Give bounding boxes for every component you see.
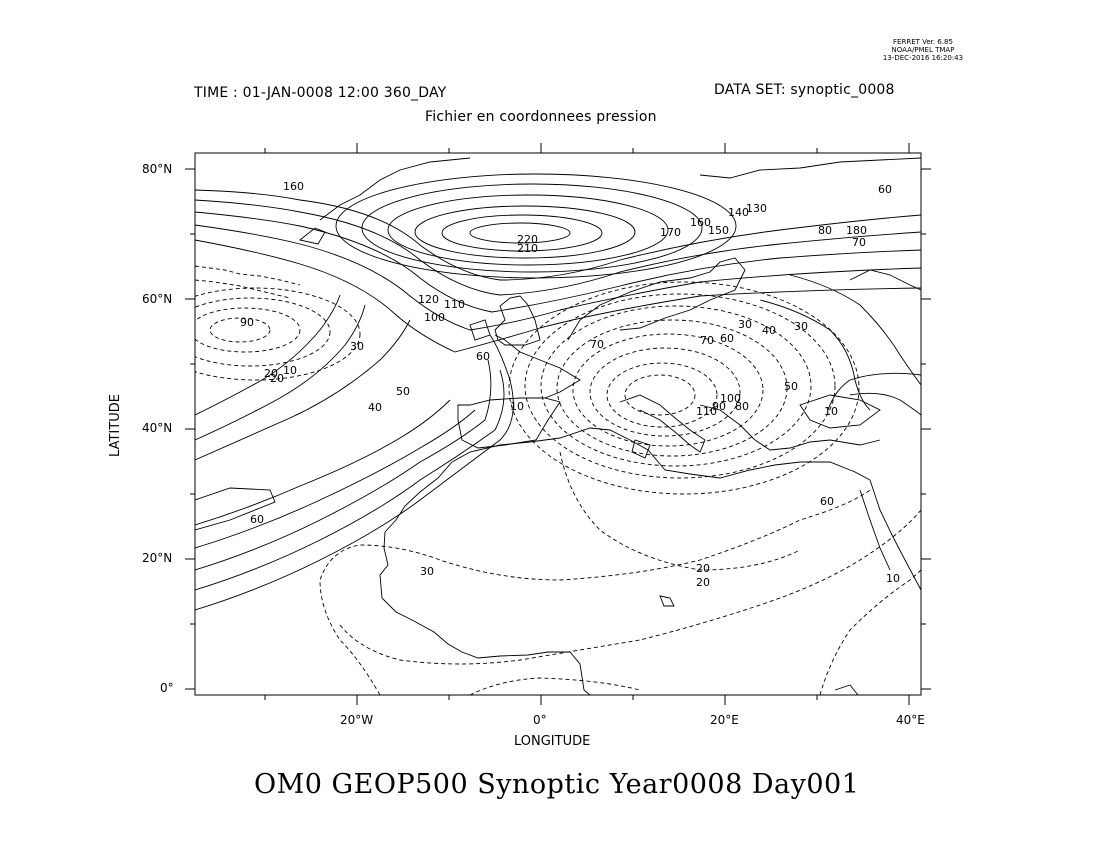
lat-tick-label: 60°N [142, 292, 173, 306]
contour-label: 210 [517, 242, 538, 255]
lon-tick-label: 0° [533, 713, 547, 727]
contour-label: 70 [852, 236, 866, 249]
coastlines [298, 157, 921, 695]
contour-label: 130 [746, 202, 767, 215]
lat-tick-label: 0° [160, 681, 174, 695]
ferret-version: FERRET Ver. 6.85 [893, 38, 953, 46]
contour-label: 90 [240, 316, 254, 329]
contour-label: 40 [368, 401, 382, 414]
lat-tick-label: 80°N [142, 162, 173, 176]
lon-tick-label: 20°W [340, 713, 374, 727]
contour-label: 30 [350, 340, 364, 353]
ferret-org: NOAA/PMEL TMAP [891, 46, 955, 54]
x-axis-label: LONGITUDE [514, 734, 591, 749]
contour-label: 30 [738, 318, 752, 331]
contour-label: 10 [886, 572, 900, 585]
contour-label: 160 [690, 216, 711, 229]
contour-label: 220 [517, 233, 538, 246]
contour-label: 120 [418, 293, 439, 306]
contour-label: 90 [712, 400, 726, 413]
contour-label: 80 [735, 400, 749, 413]
contour-label: 110 [696, 405, 717, 418]
contour-label: 180 [846, 224, 867, 237]
contour-labels: 160 220 210 170 160 150 140 130 80 60 70… [240, 180, 900, 589]
plot-title: OM0 GEOP500 Synoptic Year0008 Day001 [254, 769, 860, 800]
contour-label: 60 [878, 183, 892, 196]
contour-label: 60 [820, 495, 834, 508]
contour-label: 170 [660, 226, 681, 239]
contour-label: 100 [424, 311, 445, 324]
lon-tick-label: 40°E [896, 713, 925, 727]
contour-label: 20 [270, 372, 284, 385]
contour-label: 70 [700, 334, 714, 347]
contour-label: 70 [590, 338, 604, 351]
contour-label: 100 [720, 392, 741, 405]
dataset-header: DATA SET: synoptic_0008 [714, 82, 895, 98]
ferret-timestamp: 13-DEC-2016 16:20:43 [882, 54, 964, 62]
lon-tick-label: 20°E [710, 713, 739, 727]
contour-label: 20 [696, 562, 710, 575]
contour-label: 10 [283, 364, 297, 377]
contour-label: 50 [784, 380, 798, 393]
contour-label: 30 [420, 565, 434, 578]
contour-label: 60 [250, 513, 264, 526]
contour-label: 60 [720, 332, 734, 345]
contour-label: 150 [708, 224, 729, 237]
lat-tick-label: 20°N [142, 551, 173, 565]
plot-subtitle: Fichier en coordonnees pression [425, 109, 657, 125]
dashed-contours [195, 265, 921, 695]
ferret-version-block: FERRET Ver. 6.85 NOAA/PMEL TMAP 13-DEC-2… [868, 38, 978, 62]
contour-label: 50 [396, 385, 410, 398]
contour-label: 80 [818, 224, 832, 237]
contour-label: 30 [794, 320, 808, 333]
lat-tick-label: 40°N [142, 421, 173, 435]
contour-label: 20 [264, 367, 278, 380]
contour-label: 140 [728, 206, 749, 219]
contour-label: 20 [696, 576, 710, 589]
time-header: TIME : 01-JAN-0008 12:00 360_DAY [194, 85, 447, 101]
contour-label: 110 [444, 298, 465, 311]
axis-ticks [185, 143, 931, 705]
contour-label: 10 [510, 400, 524, 413]
contour-label: 10 [824, 405, 838, 418]
contour-label: 40 [762, 324, 776, 337]
plot-frame [194, 152, 922, 696]
solid-contours [195, 173, 921, 611]
contour-label: 160 [283, 180, 304, 193]
contour-label: 60 [476, 350, 490, 363]
